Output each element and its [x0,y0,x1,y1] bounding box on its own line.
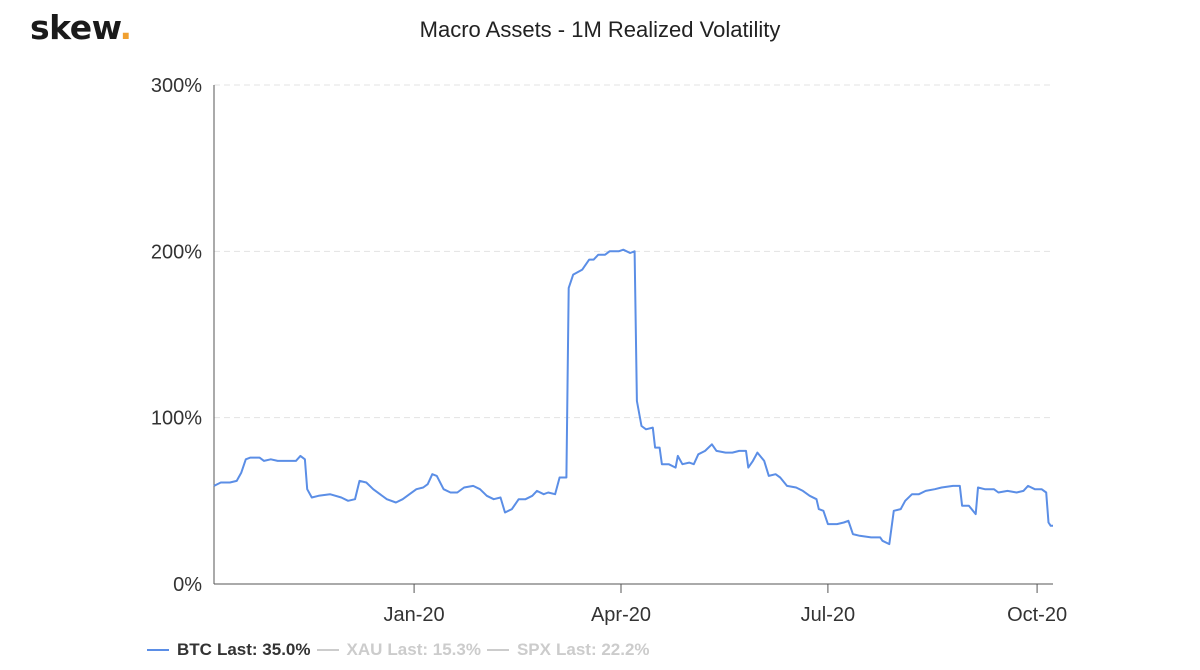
legend-name-xau: XAU [346,640,383,659]
legend-last-xau: Last: 15.3% [387,640,481,659]
y-axis: 0% 100% 200% 300% [151,75,215,596]
x-tick-label: Jan-20 [384,604,445,626]
x-axis: Jan-20 Apr-20 Jul-20 Oct-20 [214,583,1067,626]
y-tick-label: 100% [151,408,202,430]
legend-item-xau[interactable]: XAU Last: 15.3% [316,640,487,660]
chart-title: Macro Assets - 1M Realized Volatility [419,17,781,42]
skew-logo: skew. [30,8,132,47]
series-line-btc [213,248,1053,546]
legend-item-spx[interactable]: SPX Last: 22.2% [486,640,656,660]
legend-swatch-btc [147,649,169,651]
legend-name-spx: SPX [516,640,551,659]
legend-last-btc: Last: 35.0% [216,640,311,659]
x-tick-label: Jul-20 [801,604,855,626]
x-tick-label: Apr-20 [591,604,651,626]
y-tick-label: 0% [173,574,202,596]
logo-dot: . [119,8,132,47]
y-tick-label: 300% [151,75,202,97]
legend-last-spx: Last: 22.2% [555,640,650,659]
legend-swatch-spx [486,649,509,651]
y-tick-label: 200% [151,241,202,263]
legend-name-btc: BTC [177,640,212,659]
legend-item-btc[interactable]: BTC Last: 35.0% [147,640,317,660]
legend-swatch-xau [316,649,339,651]
legend: BTC Last: 35.0% XAU Last: 15.3% SPX Last… [147,640,656,660]
logo-text: skew [30,8,120,47]
series-group [213,248,1053,546]
x-tick-label: Oct-20 [1007,604,1067,626]
